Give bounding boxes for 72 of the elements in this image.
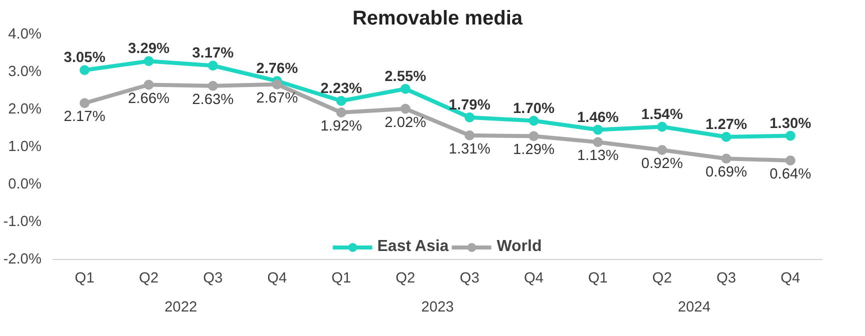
point (80, 65, 90, 76)
data-label: 1.29% (512, 142, 555, 158)
point (785, 130, 796, 141)
x-tick-label: Q2 (138, 270, 159, 286)
point (144, 80, 154, 90)
data-label: 1.46% (577, 110, 619, 126)
data-label: 2.55% (384, 68, 426, 85)
x-tick-label: Q3 (203, 270, 223, 286)
data-label: 2.76% (256, 61, 298, 77)
data-label: 0.92% (641, 156, 683, 172)
x-tick-label: Q1 (74, 270, 94, 286)
chart-title: Removable media (352, 8, 524, 30)
x-tick-label: Q1 (588, 270, 608, 286)
point (528, 131, 539, 142)
point (464, 130, 475, 140)
data-label: 1.70% (512, 100, 555, 117)
y-tick-label: 2.0% (8, 102, 42, 118)
data-label: 1.54% (641, 106, 683, 123)
data-label: 2.66% (128, 90, 170, 107)
text: 2022 (164, 300, 198, 316)
point (400, 84, 410, 94)
point (657, 145, 668, 155)
data-label: 3.17% (192, 46, 234, 62)
point (721, 154, 732, 164)
point (208, 60, 218, 71)
text: 2024 (678, 300, 710, 316)
legend-label: World (496, 238, 542, 256)
data-label: 2.67% (256, 90, 298, 106)
point (592, 137, 603, 148)
x-tick-label: Q4 (780, 270, 800, 286)
x-tick-label: Q4 (267, 270, 287, 286)
y-tick-label: -2.0% (3, 252, 42, 268)
point (80, 98, 90, 108)
data-label: 1.79% (448, 97, 490, 114)
data-label: 0.69% (705, 164, 748, 181)
point (400, 104, 410, 114)
y-tick-label: 0.0% (8, 176, 42, 192)
point (464, 112, 475, 122)
x-tick-label: Q3 (460, 270, 480, 286)
data-label: 2.23% (320, 80, 362, 97)
point (785, 156, 796, 166)
data-label: 3.29% (128, 41, 170, 58)
y-tick-label: -1.0% (3, 214, 42, 230)
data-label: 1.31% (448, 141, 490, 158)
data-label: 0.64% (770, 166, 812, 182)
data-label: 2.63% (192, 92, 234, 108)
point (208, 80, 218, 91)
data-label: 1.92% (320, 118, 362, 134)
x-tick-label: Q3 (716, 270, 736, 286)
point (272, 79, 282, 90)
point (592, 124, 603, 135)
x-tick-label: Q1 (331, 270, 352, 286)
point (721, 132, 732, 142)
data-label: 1.30% (770, 116, 812, 132)
x-tick-label: Q2 (652, 270, 672, 286)
point (336, 96, 346, 106)
y-tick-label: 4.0% (8, 26, 42, 42)
x-tick-label: Q4 (524, 270, 544, 286)
data-label: 2.17% (64, 109, 106, 126)
point (336, 108, 346, 118)
point (144, 56, 154, 66)
point (528, 116, 539, 126)
y-tick-label: 3.0% (8, 64, 42, 80)
y-tick-label: 1.0% (8, 139, 42, 155)
point (657, 122, 668, 132)
data-label: 3.05% (64, 50, 106, 66)
data-label: 1.27% (705, 116, 748, 133)
text: 2023 (421, 300, 454, 316)
data-label: 1.13% (577, 148, 619, 164)
legend-label: East Asia (377, 238, 449, 256)
data-label: 2.02% (384, 114, 426, 131)
x-tick-label: Q2 (396, 270, 416, 286)
